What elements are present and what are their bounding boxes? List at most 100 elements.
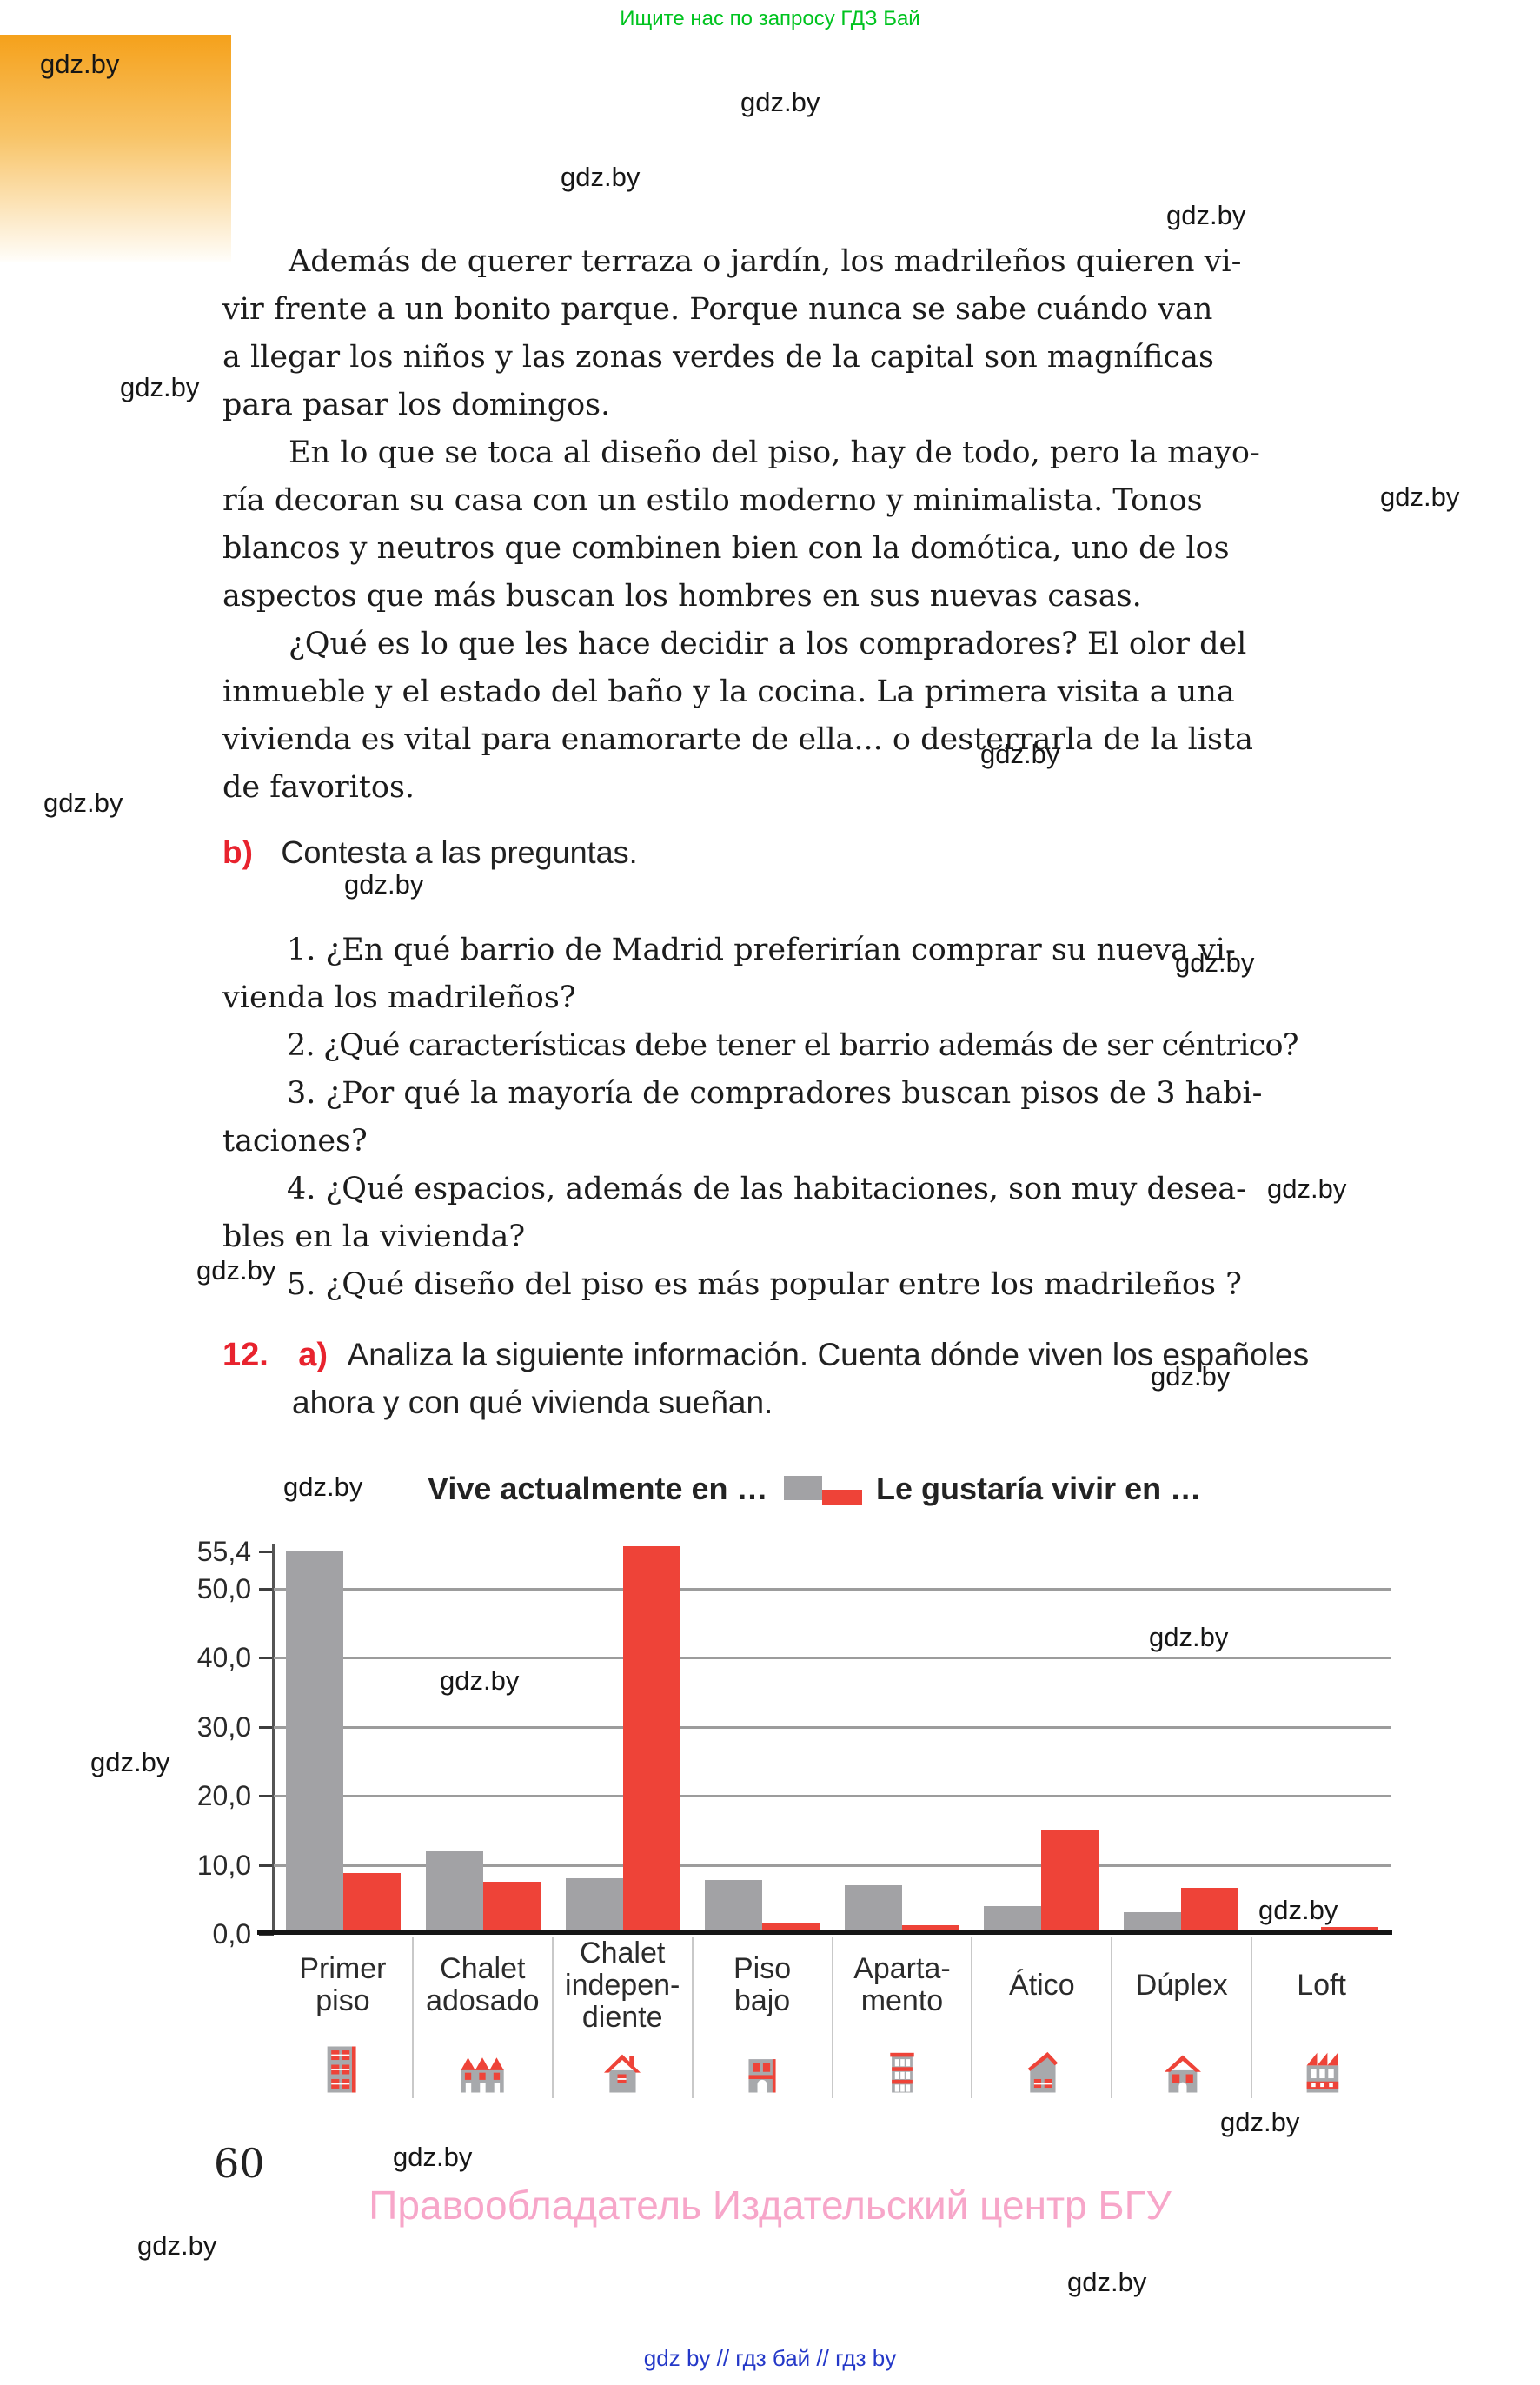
question-3: 3. ¿Por qué la mayoría de compradores bu… bbox=[222, 1076, 1263, 1159]
gdz-watermark: gdz.by bbox=[561, 162, 641, 192]
low-rise-building-icon bbox=[694, 2034, 832, 2098]
gdz-watermark: gdz.by bbox=[1151, 1361, 1231, 1392]
copyright-notice: Правообладатель Издательский центр БГУ bbox=[368, 2182, 1172, 2228]
y-tick-label-30,0: 30,0 bbox=[196, 1711, 251, 1743]
top-search-note: Ищите нас по запросу ГДЗ Бай bbox=[620, 7, 920, 30]
gdz-watermark: gdz.by bbox=[344, 869, 424, 900]
bar-current-Chalet independiente bbox=[566, 1878, 623, 1934]
gridline-10 bbox=[274, 1863, 1391, 1867]
task-b-label: b) bbox=[222, 834, 253, 870]
bar-current-Apartamento bbox=[845, 1885, 902, 1934]
task-12-letter: a) bbox=[298, 1337, 329, 1373]
category-label: Ático bbox=[1009, 1968, 1075, 2002]
gdz-watermark: gdz.by bbox=[980, 739, 1060, 769]
orange-corner-decoration bbox=[0, 35, 231, 262]
y-tick-10,0 bbox=[259, 1863, 274, 1867]
bar-current-Primer piso bbox=[286, 1551, 343, 1934]
x-axis-line bbox=[257, 1930, 1392, 1935]
legend-swatch-desired bbox=[822, 1490, 862, 1505]
y-tick-40,0 bbox=[259, 1657, 274, 1660]
gridline-30 bbox=[274, 1725, 1391, 1729]
bar-desired-Ático bbox=[1041, 1830, 1099, 1934]
gdz-watermark: gdz.by bbox=[90, 1747, 170, 1777]
apartment-tower-icon bbox=[833, 2034, 972, 2098]
legend-swatch-current bbox=[784, 1476, 822, 1500]
legend-label-desired: Le gustaría vivir en … bbox=[876, 1471, 1202, 1506]
y-tick-label-20,0: 20,0 bbox=[196, 1780, 251, 1812]
y-tick-50,0 bbox=[259, 1587, 274, 1591]
task-12-number: 12. bbox=[222, 1337, 269, 1373]
category-label: Chalet indepen- diente bbox=[565, 1936, 680, 2034]
gdz-watermark: gdz.by bbox=[1267, 1173, 1347, 1204]
plot-area bbox=[274, 1544, 1391, 1934]
y-tick-label-40,0: 40,0 bbox=[196, 1642, 251, 1674]
gdz-watermark: gdz.by bbox=[1067, 2267, 1147, 2297]
category-primer-piso: Primer piso bbox=[274, 1937, 412, 2098]
paragraph-diseno: En lo que se toca al diseño del piso, ha… bbox=[222, 435, 1260, 614]
y-tick-55,4 bbox=[259, 1550, 274, 1553]
page-number: 60 bbox=[214, 2140, 265, 2187]
y-tick-label-50,0: 50,0 bbox=[196, 1572, 251, 1604]
paragraph-terraza: Además de querer terraza o jardín, los m… bbox=[222, 244, 1242, 422]
y-tick-20,0 bbox=[259, 1795, 274, 1798]
category-atico: Ático bbox=[971, 1937, 1111, 2098]
bar-current-Dúplex bbox=[1124, 1912, 1181, 1934]
category-label: Aparta- mento bbox=[853, 1952, 951, 2017]
footer-links: gdz by // гдз бай // гдз by bbox=[643, 2345, 897, 2371]
category-axis: Primer piso Chalet adosado bbox=[274, 1937, 1391, 2098]
question-1: 1. ¿En qué barrio de Madrid preferirían … bbox=[222, 933, 1236, 1015]
penthouse-house-icon bbox=[972, 2034, 1111, 2098]
paragraph-decidir: ¿Qué es lo que les hace decidir a los co… bbox=[222, 627, 1253, 805]
gridline-40 bbox=[274, 1657, 1391, 1660]
category-label: Primer piso bbox=[299, 1952, 387, 2017]
task-12-instruction-line2: ahora y con qué vivienda sueñan. bbox=[292, 1385, 773, 1420]
bar-current-Ático bbox=[984, 1906, 1041, 1934]
task-b-title: Contesta a las preguntas. bbox=[281, 834, 638, 870]
y-axis: 55,4 50,0 40,0 30,0 20,0 10,0 0,0 bbox=[0, 1536, 274, 1950]
gdz-watermark: gdz.by bbox=[1220, 2107, 1300, 2137]
detached-house-icon bbox=[554, 2034, 692, 2098]
y-axis-line bbox=[272, 1544, 275, 1934]
multistory-building-icon bbox=[274, 2034, 412, 2098]
gdz-watermark: gdz.by bbox=[1166, 200, 1246, 230]
gdz-watermark: gdz.by bbox=[43, 787, 123, 818]
task-12-header: 12. a) Analiza la siguiente información.… bbox=[222, 1337, 1309, 1374]
gdz-watermark: gdz.by bbox=[1175, 947, 1255, 978]
category-loft: Loft bbox=[1251, 1937, 1391, 2098]
category-label: Chalet adosado bbox=[426, 1952, 540, 2017]
category-chalet-independiente: Chalet indepen- diente bbox=[551, 1936, 692, 2098]
category-label: Piso bajo bbox=[733, 1952, 792, 2017]
y-tick-label-55,4: 55,4 bbox=[196, 1535, 251, 1567]
bar-desired-Apartamento bbox=[902, 1925, 959, 1934]
category-label: Loft bbox=[1297, 1968, 1346, 2002]
category-piso-bajo: Piso bajo bbox=[691, 1937, 832, 2098]
gdz-watermark: gdz.by bbox=[40, 49, 120, 79]
gdz-watermark: gdz.by bbox=[740, 87, 820, 117]
y-tick-30,0 bbox=[259, 1725, 274, 1729]
gdz-watermark: gdz.by bbox=[120, 372, 200, 402]
category-label: Dúplex bbox=[1135, 1968, 1228, 2002]
question-2: 2. ¿Qué características debe tener el ba… bbox=[287, 1028, 1299, 1063]
category-apartamento: Aparta- mento bbox=[831, 1937, 972, 2098]
bar-current-Chalet adosado bbox=[426, 1851, 483, 1934]
gdz-watermark: gdz.by bbox=[137, 2230, 217, 2261]
task-b-header: b) Contesta a las preguntas. bbox=[222, 834, 638, 871]
category-chalet-adosado: Chalet adosado bbox=[411, 1937, 552, 2098]
task-12-instruction-line1: Analiza la siguiente información. Cuenta… bbox=[347, 1337, 1310, 1372]
question-4: 4. ¿Qué espacios, además de las habitaci… bbox=[222, 1172, 1246, 1254]
gdz-watermark: gdz.by bbox=[393, 2142, 473, 2172]
bar-desired-Dúplex bbox=[1181, 1888, 1238, 1934]
duplex-house-icon bbox=[1112, 2034, 1251, 2098]
bar-desired-Chalet adosado bbox=[483, 1882, 541, 1934]
gdz-watermark: gdz.by bbox=[1149, 1622, 1229, 1652]
bar-current-Piso bajo bbox=[705, 1880, 762, 1934]
gridline-20 bbox=[274, 1795, 1391, 1798]
gdz-watermark: gdz.by bbox=[440, 1665, 520, 1696]
gdz-watermark: gdz.by bbox=[1380, 482, 1460, 512]
row-houses-icon bbox=[414, 2034, 552, 2098]
gdz-watermark: gdz.by bbox=[283, 1472, 363, 1502]
gdz-watermark: gdz.by bbox=[196, 1255, 276, 1286]
category-duplex: Dúplex bbox=[1111, 1937, 1251, 2098]
y-tick-label-0,0: 0,0 bbox=[212, 1918, 251, 1950]
question-5: 5. ¿Qué diseño del piso es más popular e… bbox=[287, 1267, 1242, 1302]
